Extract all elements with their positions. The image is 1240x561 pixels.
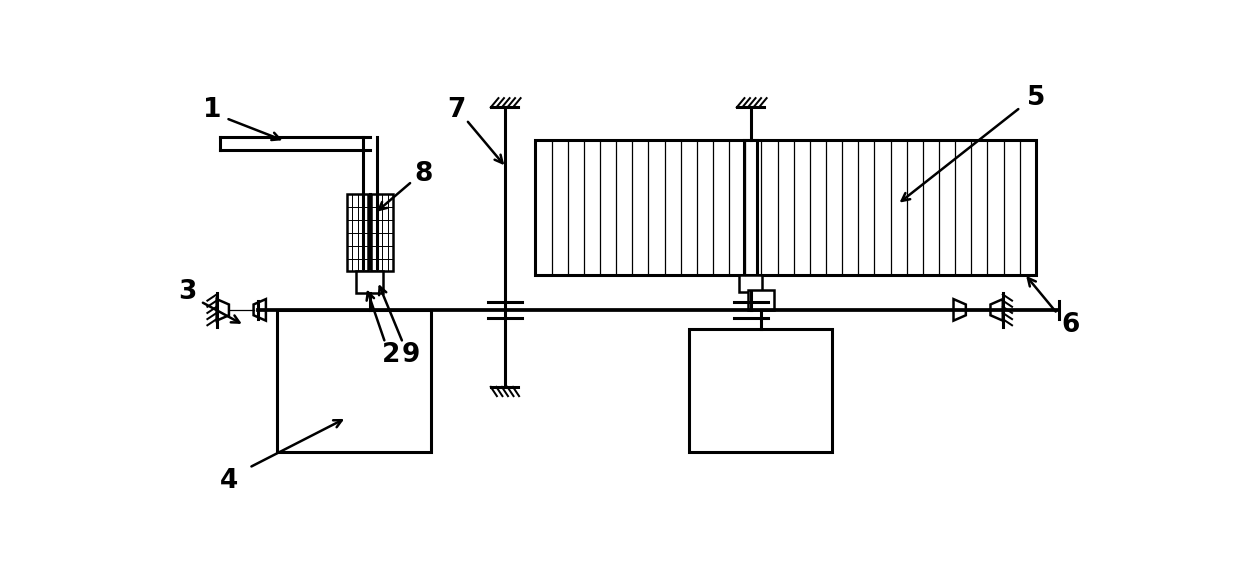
Bar [356, 272, 383, 293]
Text: 5: 5 [1027, 85, 1045, 111]
Text: 6: 6 [1061, 312, 1080, 338]
Text: 7: 7 [448, 96, 466, 123]
Text: 9: 9 [402, 342, 420, 369]
Text: 1: 1 [203, 98, 221, 123]
Text: 8: 8 [414, 160, 433, 187]
Bar [536, 140, 1035, 275]
Bar [748, 290, 774, 310]
Bar [278, 310, 432, 452]
Polygon shape [253, 299, 265, 321]
Bar [372, 194, 393, 272]
Bar [739, 275, 763, 292]
Polygon shape [954, 299, 966, 321]
Bar [689, 329, 832, 452]
Bar [347, 194, 368, 272]
Polygon shape [991, 299, 1003, 321]
Polygon shape [217, 299, 229, 321]
Text: 4: 4 [219, 468, 238, 494]
Text: 2: 2 [382, 342, 399, 369]
Bar [744, 140, 756, 275]
Text: 3: 3 [179, 279, 197, 305]
